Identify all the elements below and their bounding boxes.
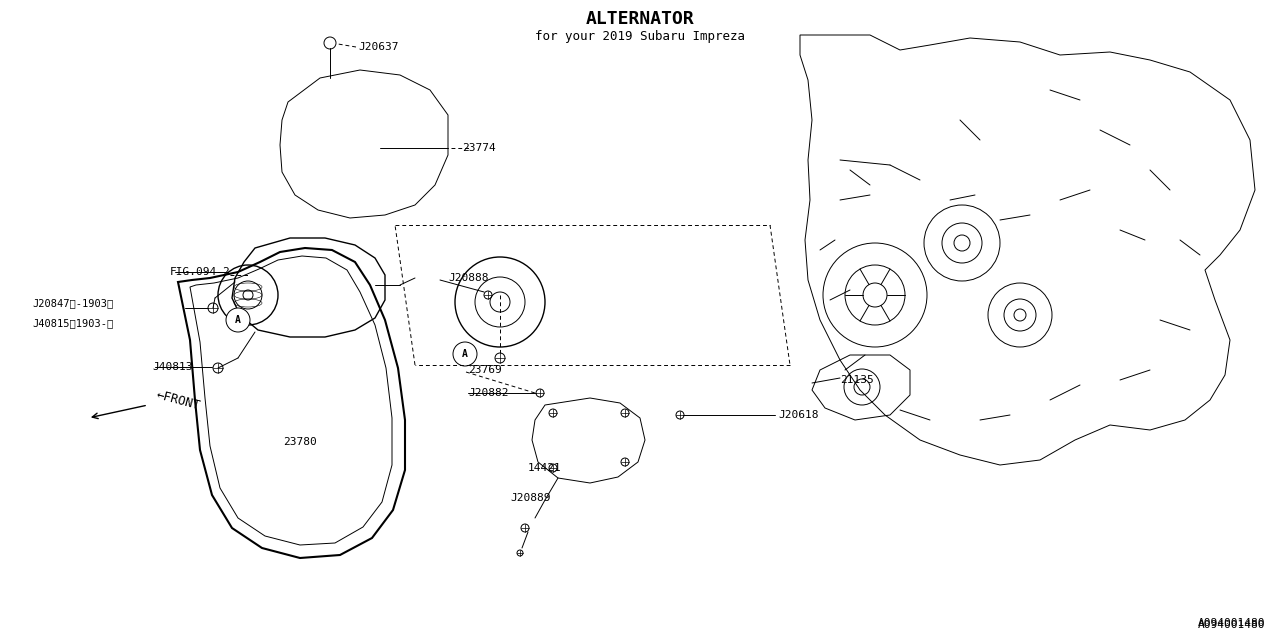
Text: 14421: 14421	[529, 463, 562, 473]
Text: for your 2019 Subaru Impreza: for your 2019 Subaru Impreza	[535, 30, 745, 43]
Text: J20618: J20618	[778, 410, 818, 420]
Text: A: A	[462, 349, 468, 359]
Text: 23774: 23774	[462, 143, 495, 153]
Text: J40815（1903-）: J40815（1903-）	[32, 318, 113, 328]
Text: ←FRONT: ←FRONT	[155, 388, 202, 412]
Circle shape	[453, 342, 477, 366]
Text: 23769: 23769	[468, 365, 502, 375]
Text: FIG.094-2: FIG.094-2	[170, 267, 230, 277]
Text: J20882: J20882	[468, 388, 508, 398]
Text: J20637: J20637	[358, 42, 398, 52]
Circle shape	[227, 308, 250, 332]
Text: ALTERNATOR: ALTERNATOR	[586, 10, 694, 28]
Text: 21135: 21135	[840, 375, 874, 385]
Text: A: A	[236, 315, 241, 325]
Text: J20847（-1903）: J20847（-1903）	[32, 298, 113, 308]
Text: A094001480: A094001480	[1198, 620, 1265, 630]
Text: 23780: 23780	[283, 437, 316, 447]
Text: J20888: J20888	[448, 273, 489, 283]
Text: J20889: J20889	[509, 493, 550, 503]
Text: J40813: J40813	[152, 362, 192, 372]
Text: A094001480: A094001480	[1198, 618, 1265, 628]
